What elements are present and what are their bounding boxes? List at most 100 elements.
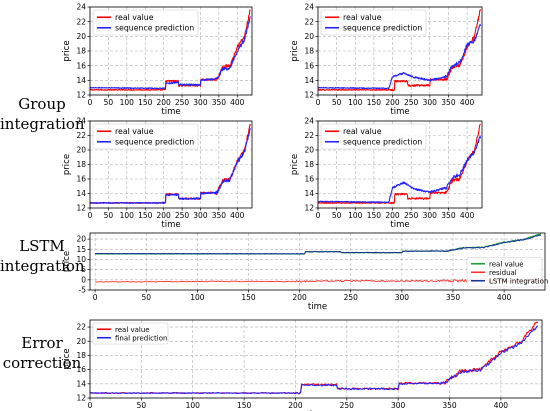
x-tick-label: 300 <box>391 401 406 410</box>
chart-lstm: 0 50 100 150 200 250 300 350 400-505101520timepr… <box>62 232 548 312</box>
x-tick-label: 300 <box>193 211 208 220</box>
y-tick-label: 0 <box>81 275 86 284</box>
chart-group-1: 0 50 100 150 200 250 300 350 400 12 14 16 18 20 22 24 ti… <box>62 3 253 117</box>
x-tick-label: 250 <box>340 401 355 410</box>
chart-group-4: 0 50 100 150 200 250 300 350 400 12 14 16 18 20 22 24 ti… <box>290 117 483 230</box>
chart-group-3: 0 50 100 150 200 250 300 350 400 12 14 16 18 20 22 24 ti… <box>62 117 253 230</box>
y-tick-label: 18 <box>76 47 86 56</box>
x-tick-label: 200 <box>385 211 400 220</box>
y-axis-label: price <box>62 348 72 369</box>
x-tick-label: 400 <box>497 293 512 302</box>
legend-label: LSTM integration <box>489 278 548 286</box>
x-tick-label: 50 <box>104 98 114 107</box>
y-tick-label: 20 <box>76 337 86 346</box>
y-tick-label: 16 <box>304 61 314 70</box>
plot-frame <box>89 232 546 291</box>
x-tick-label: 400 <box>494 401 509 410</box>
x-tick-label: 400 <box>460 211 475 220</box>
chart-group-2: 0 50 100 150 200 250 300 350 400 12 14 16 18 20 22 24 ti… <box>290 3 483 117</box>
legend-box <box>92 123 199 150</box>
x-tick-label: 100 <box>120 211 135 220</box>
x-tick-label: 150 <box>138 98 153 107</box>
y-tick-label: 24 <box>76 117 86 126</box>
series-lstm_real-line <box>95 233 542 255</box>
legend-label: sequence prediction <box>343 24 422 33</box>
legend-label: real value <box>343 127 382 136</box>
legend: real value sequence prediction <box>320 9 427 36</box>
y-tick-label: 16 <box>76 365 86 374</box>
legend-box <box>320 9 427 36</box>
y-tick-label: 18 <box>304 160 314 169</box>
y-tick-label: 20 <box>76 235 86 244</box>
y-tick-label: 24 <box>76 3 86 12</box>
x-axis-label: time <box>390 107 409 117</box>
row-label-lstm: LSTM integration <box>0 236 85 276</box>
x-tick-label: 350 <box>441 98 456 107</box>
x-tick-label: 300 <box>423 211 438 220</box>
x-tick-label: 100 <box>190 293 205 302</box>
y-tick-label: 20 <box>76 32 86 41</box>
x-tick-label: 100 <box>120 98 135 107</box>
x-tick-label: 50 <box>104 211 114 220</box>
x-tick-label: 0 <box>88 211 93 220</box>
x-axis-label: time <box>161 220 180 230</box>
y-tick-label: 22 <box>76 17 86 26</box>
x-tick-label: 350 <box>442 401 457 410</box>
legend-label: final prediction <box>115 335 167 343</box>
x-tick-label: 150 <box>138 211 153 220</box>
x-tick-label: 300 <box>395 293 410 302</box>
x-tick-label: 350 <box>212 211 227 220</box>
y-axis-label: price <box>62 154 72 175</box>
row-label-lstm-line2: integration <box>0 257 85 275</box>
x-axis-label: time <box>308 302 327 312</box>
y-axis-label: price <box>62 251 72 272</box>
y-tick-label: 5 <box>81 265 86 274</box>
legend-label: real value <box>489 261 524 269</box>
x-tick-label: 0 <box>88 401 93 410</box>
y-tick-label: 15 <box>76 245 86 254</box>
y-tick-label: 12 <box>304 204 314 213</box>
x-tick-label: 400 <box>460 98 475 107</box>
y-axis-label: price <box>290 40 300 61</box>
row-label-error-line2: correction <box>2 354 82 372</box>
legend-label: real value <box>115 13 154 22</box>
x-tick-label: 150 <box>241 293 256 302</box>
x-tick-label: 200 <box>156 211 171 220</box>
x-tick-label: 250 <box>404 211 419 220</box>
series-residual-line <box>95 278 542 283</box>
row-label-group-line2: integration <box>0 115 85 133</box>
y-tick-label: 16 <box>76 61 86 70</box>
y-tick-label: 14 <box>76 189 86 198</box>
y-tick-label: 20 <box>304 32 314 41</box>
y-tick-label: 14 <box>76 76 86 85</box>
x-tick-label: 200 <box>288 401 303 410</box>
y-tick-label: 22 <box>76 131 86 140</box>
row-label-lstm-line1: LSTM <box>19 237 65 255</box>
y-tick-label: 14 <box>304 189 314 198</box>
y-axis-label: price <box>62 40 72 61</box>
x-tick-label: 50 <box>137 401 147 410</box>
series-prediction-line <box>89 325 539 395</box>
series-prediction-line <box>317 135 482 204</box>
x-tick-label: 150 <box>367 98 382 107</box>
x-tick-label: 0 <box>316 98 321 107</box>
y-tick-label: 12 <box>304 91 314 100</box>
y-tick-label: 16 <box>304 175 314 184</box>
series-prediction-line <box>89 16 251 90</box>
x-tick-label: 250 <box>175 98 190 107</box>
legend-label: residual <box>489 269 517 277</box>
row-label-error: Error correction <box>0 333 84 373</box>
series-real-line <box>89 9 251 91</box>
x-tick-label: 250 <box>175 211 190 220</box>
y-tick-label: 24 <box>304 3 314 12</box>
legend: real value sequence prediction <box>92 9 199 36</box>
y-tick-label: -5 <box>79 286 87 295</box>
y-tick-label: 18 <box>304 47 314 56</box>
legend-label: sequence prediction <box>115 24 194 33</box>
x-tick-label: 200 <box>156 98 171 107</box>
x-tick-label: 200 <box>292 293 307 302</box>
x-tick-label: 350 <box>212 98 227 107</box>
y-tick-label: 22 <box>304 17 314 26</box>
